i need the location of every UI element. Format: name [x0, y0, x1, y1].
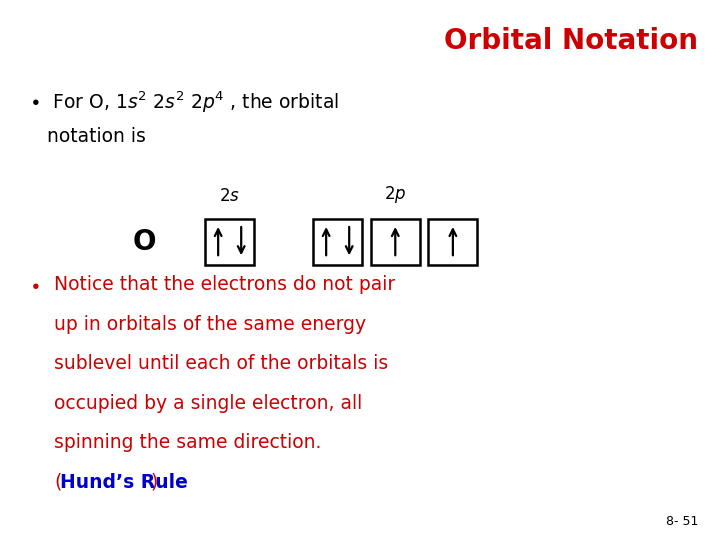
Text: ): ) [150, 472, 158, 491]
Bar [205, 219, 254, 265]
Text: $2s$: $2s$ [219, 187, 240, 205]
Text: spinning the same direction.: spinning the same direction. [54, 433, 321, 452]
Text: Orbital Notation: Orbital Notation [444, 27, 698, 55]
Text: Hund’s Rule: Hund’s Rule [60, 472, 188, 491]
Text: $2p$: $2p$ [384, 184, 407, 205]
Text: notation is: notation is [29, 127, 145, 146]
Bar [371, 219, 420, 265]
Text: 8- 51: 8- 51 [666, 515, 698, 528]
Text: sublevel until each of the orbitals is: sublevel until each of the orbitals is [54, 354, 388, 373]
Bar [313, 219, 362, 265]
Text: Notice that the electrons do not pair: Notice that the electrons do not pair [54, 275, 395, 294]
Text: (: ( [54, 472, 61, 491]
Text: $\bullet$: $\bullet$ [29, 275, 40, 294]
Bar [428, 219, 477, 265]
Text: up in orbitals of the same energy: up in orbitals of the same energy [54, 315, 366, 334]
Text: O: O [132, 228, 156, 255]
Text: $\bullet$  For O, 1$s^2$ 2$s^2$ 2$p^4$ , the orbital: $\bullet$ For O, 1$s^2$ 2$s^2$ 2$p^4$ , … [29, 89, 338, 114]
Text: occupied by a single electron, all: occupied by a single electron, all [54, 394, 362, 413]
